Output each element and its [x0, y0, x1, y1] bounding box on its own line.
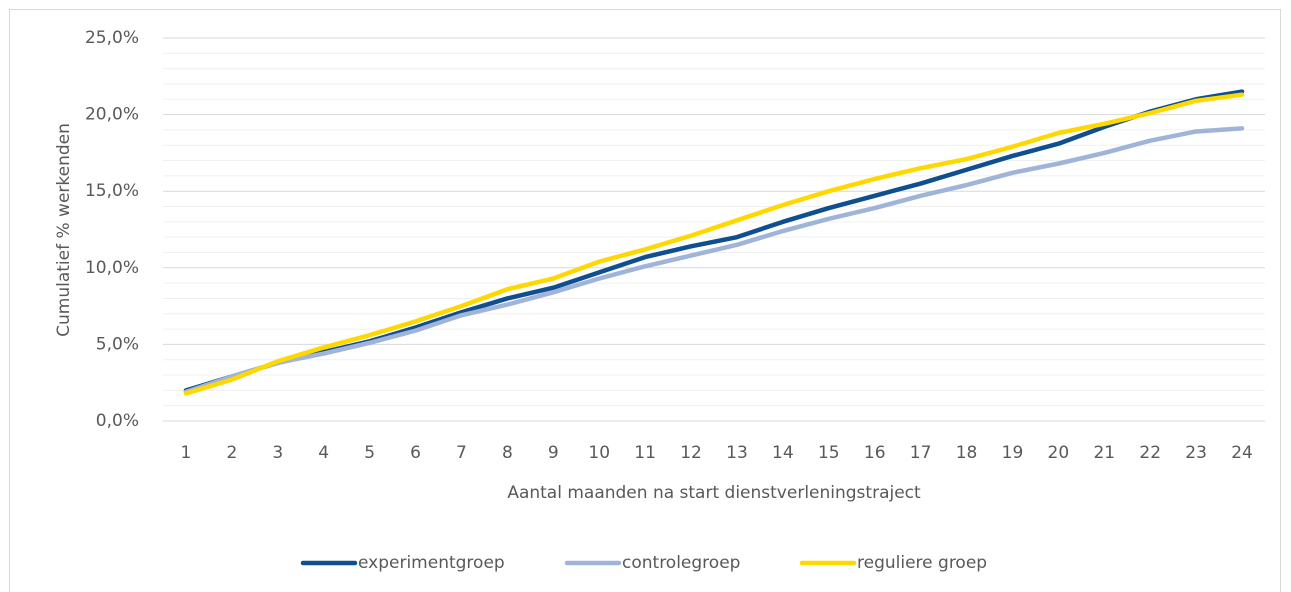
x-tick-label: 1 — [181, 443, 192, 463]
x-tick-label: 24 — [1231, 443, 1253, 463]
legend-label: controlegroep — [622, 553, 740, 573]
y-tick-label: 10,0% — [85, 258, 139, 278]
line-series — [183, 126, 1245, 395]
y-tick-label: 20,0% — [85, 105, 139, 125]
chart-border — [9, 9, 1281, 592]
x-tick-label: 4 — [318, 443, 329, 463]
legend-label: experimentgroep — [358, 553, 505, 573]
x-tick-label: 5 — [364, 443, 375, 463]
x-tick-label: 6 — [410, 443, 421, 463]
line-series — [183, 92, 1245, 396]
x-axis-label: Aantal maanden na start dienstverlenings… — [507, 483, 921, 503]
y-tick-label: 5,0% — [96, 334, 139, 354]
x-tick-label: 23 — [1185, 443, 1207, 463]
x-tick-label: 10 — [588, 443, 610, 463]
x-tick-label: 19 — [1002, 443, 1024, 463]
x-tick-label: 22 — [1139, 443, 1161, 463]
x-tick-label: 20 — [1048, 443, 1070, 463]
y-tick-label: 0,0% — [96, 411, 139, 431]
x-tick-label: 16 — [864, 443, 886, 463]
x-tick-label: 13 — [726, 443, 748, 463]
x-tick-label: 9 — [548, 443, 559, 463]
y-axis-label: Cumulatief % werkenden — [54, 123, 74, 337]
line-series — [183, 89, 1245, 393]
x-tick-label: 11 — [634, 443, 656, 463]
x-tick-label: 17 — [910, 443, 932, 463]
y-tick-label: 25,0% — [85, 28, 139, 48]
x-tick-label: 2 — [226, 443, 237, 463]
y-tick-label: 15,0% — [85, 181, 139, 201]
x-tick-label: 3 — [272, 443, 283, 463]
x-tick-label: 8 — [502, 443, 513, 463]
x-tick-label: 7 — [456, 443, 467, 463]
x-tick-label: 14 — [772, 443, 794, 463]
x-tick-label: 15 — [818, 443, 840, 463]
x-tick-label: 18 — [956, 443, 978, 463]
x-tick-label: 12 — [680, 443, 702, 463]
x-tick-label: 21 — [1093, 443, 1115, 463]
legend-label: reguliere groep — [857, 553, 987, 573]
